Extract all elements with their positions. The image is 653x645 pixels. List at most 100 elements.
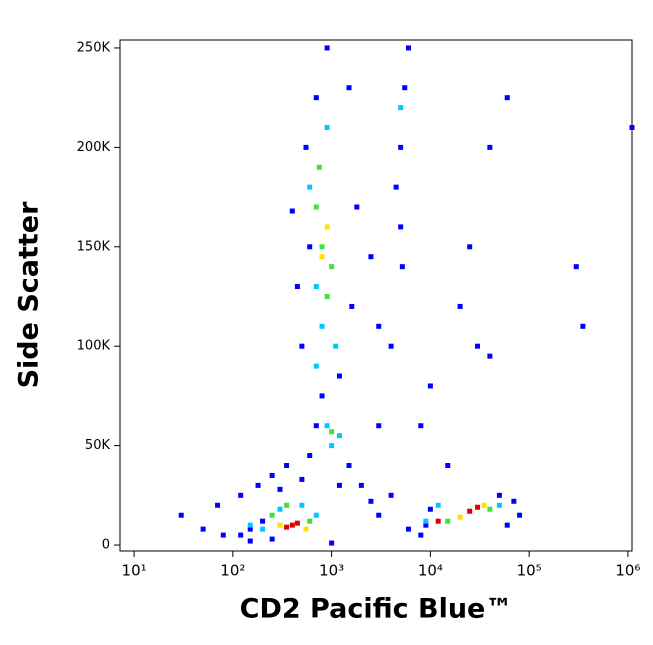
point [284, 524, 290, 530]
point [324, 293, 330, 299]
point [376, 323, 382, 329]
point [215, 502, 221, 508]
y-axis-title: Side Scatter [14, 201, 45, 389]
point [329, 264, 335, 270]
point [467, 508, 473, 514]
point [307, 244, 313, 250]
point [388, 343, 394, 349]
point [299, 476, 305, 482]
y-tick-label: 200K [77, 140, 111, 155]
point [388, 492, 394, 498]
point [284, 463, 290, 469]
point [319, 323, 325, 329]
point [333, 343, 339, 349]
point [423, 522, 429, 528]
point [435, 518, 441, 524]
y-tick-label: 150K [77, 239, 111, 254]
point [457, 303, 463, 309]
point [324, 224, 330, 230]
point [504, 522, 510, 528]
point [303, 144, 309, 150]
point [289, 208, 295, 214]
point [247, 538, 253, 544]
point [487, 353, 493, 359]
point [629, 124, 635, 130]
point [487, 144, 493, 150]
point [269, 536, 275, 542]
point [358, 482, 364, 488]
point [247, 522, 253, 528]
point [427, 506, 433, 512]
point [313, 363, 319, 369]
point [511, 498, 517, 504]
point [200, 526, 206, 532]
point [313, 423, 319, 429]
point [457, 514, 463, 520]
point [294, 520, 300, 526]
point [329, 540, 335, 546]
point [393, 184, 399, 190]
point [178, 512, 184, 518]
x-tick-label: 10² [220, 562, 245, 580]
point [346, 463, 352, 469]
x-tick-label: 10³ [319, 562, 344, 580]
y-tick-label: 0 [102, 538, 110, 553]
point [349, 303, 355, 309]
point [368, 254, 374, 260]
x-tick-label: 10⁶ [615, 562, 640, 580]
point [319, 254, 325, 260]
y-tick-label: 250K [77, 40, 111, 55]
x-tick-label: 10⁵ [517, 562, 542, 580]
point [277, 486, 283, 492]
point [504, 95, 510, 101]
point [289, 522, 295, 528]
point [435, 502, 441, 508]
point [487, 506, 493, 512]
point [496, 502, 502, 508]
point [319, 244, 325, 250]
point [496, 492, 502, 498]
point [277, 506, 283, 512]
x-tick-label: 10⁴ [418, 562, 443, 580]
point [427, 383, 433, 389]
point [329, 443, 335, 449]
point [418, 423, 424, 429]
point [316, 164, 322, 170]
point [405, 45, 411, 51]
point [467, 244, 473, 250]
point [255, 482, 261, 488]
point [405, 526, 411, 532]
point [269, 472, 275, 478]
point [313, 95, 319, 101]
point [294, 284, 300, 290]
point [277, 522, 283, 528]
point [313, 204, 319, 210]
point [398, 144, 404, 150]
point [324, 45, 330, 51]
point [376, 512, 382, 518]
x-tick-label: 10¹ [122, 562, 147, 580]
point [260, 518, 266, 524]
point [573, 264, 579, 270]
point [247, 526, 253, 532]
plot-frame [119, 39, 633, 552]
point [260, 526, 266, 532]
point [580, 323, 586, 329]
point [319, 393, 325, 399]
point [354, 204, 360, 210]
point [238, 492, 244, 498]
point [517, 512, 523, 518]
point [475, 343, 481, 349]
point [269, 512, 275, 518]
point [329, 429, 335, 435]
point [299, 343, 305, 349]
point [336, 433, 342, 439]
point [423, 518, 429, 524]
point [307, 184, 313, 190]
point [324, 423, 330, 429]
point [368, 498, 374, 504]
point [398, 224, 404, 230]
point [303, 526, 309, 532]
point [220, 532, 226, 538]
